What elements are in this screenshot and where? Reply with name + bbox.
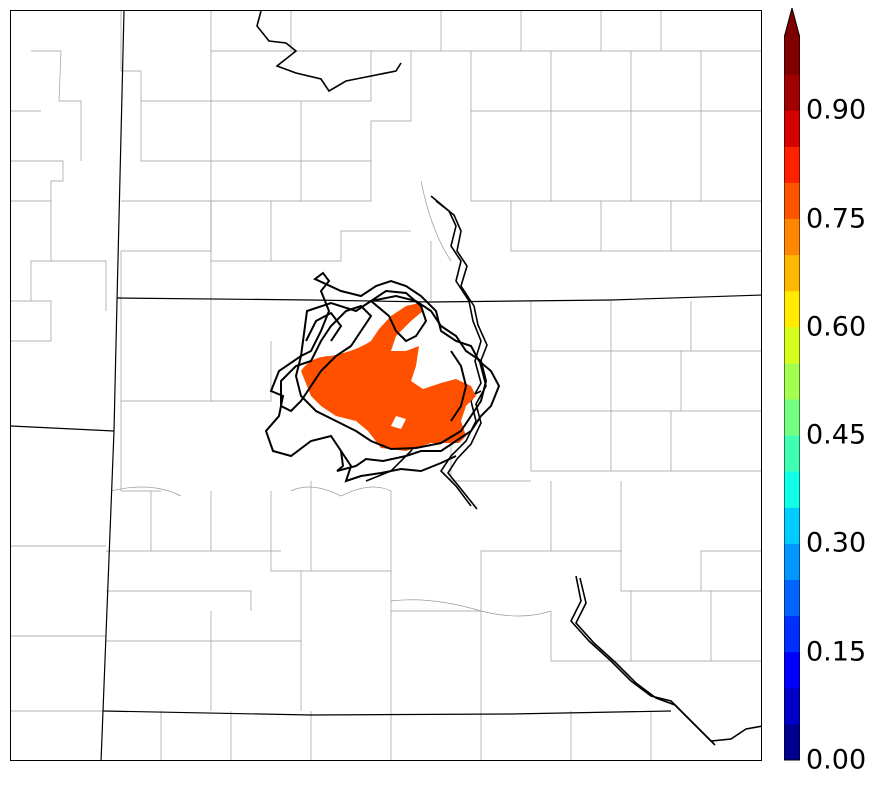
colorbar-segment (784, 110, 800, 147)
colorbar-segment (784, 326, 800, 364)
colorbar-tick-label: 0.00 (806, 744, 867, 776)
colorbar-segment (784, 254, 800, 292)
colorbar-segment (784, 146, 800, 183)
probability-fill-region (301, 303, 476, 451)
colorbar-segment (784, 182, 800, 219)
colorbar-tick-label: 0.30 (806, 527, 867, 559)
colorbar-segment (784, 579, 800, 617)
county-boundaries (11, 11, 761, 760)
state-boundaries (11, 11, 761, 760)
colorbar-extend-arrow (784, 8, 800, 38)
colorbar-segment (784, 543, 800, 580)
colorbar-tick-label: 0.60 (806, 311, 867, 343)
colorbar-segment (784, 507, 800, 544)
colorbar-segment (784, 290, 800, 328)
map-panel (10, 10, 762, 761)
colorbar-segment (784, 723, 800, 761)
colorbar-tick-label: 0.75 (806, 203, 867, 234)
colorbar-segment (784, 435, 800, 472)
colorbar-segment (784, 615, 800, 653)
member-contours (264, 271, 501, 483)
colorbar-outline (784, 8, 800, 761)
colorbar-tick-label: 0.45 (806, 419, 867, 451)
colorbar-segment (784, 38, 800, 75)
colorbar-segment (784, 218, 800, 256)
colorbar-tick-label: 0.90 (806, 94, 867, 126)
colorbar-segment (784, 74, 800, 111)
colorbar (784, 8, 800, 761)
colorbar-segment (784, 399, 800, 436)
map-canvas (11, 11, 761, 760)
colorbar-tick-label: 0.15 (806, 636, 867, 668)
colorbar-segment (784, 651, 800, 689)
colorbar-segment (784, 471, 800, 508)
colorbar-segment (784, 687, 800, 725)
colorbar-segment (784, 362, 800, 400)
